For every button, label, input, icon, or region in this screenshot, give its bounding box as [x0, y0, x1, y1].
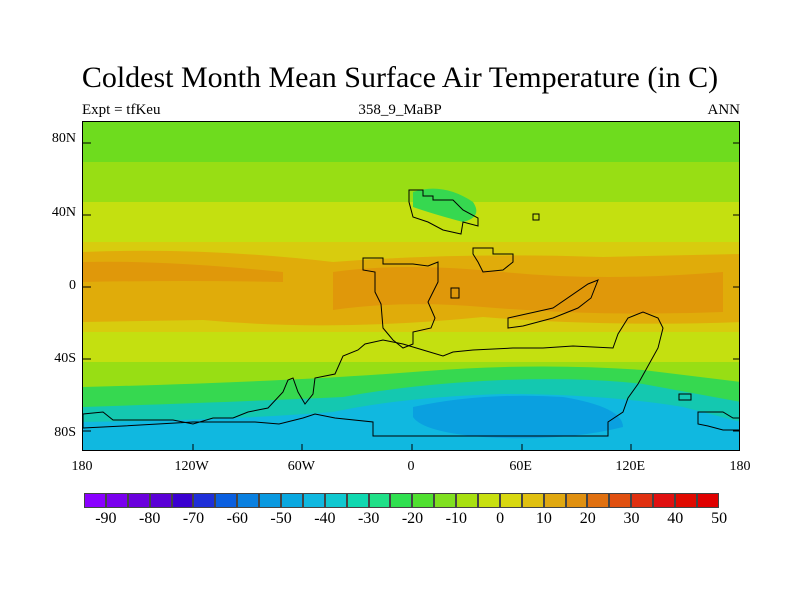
colorbar-label: -10 [445, 510, 467, 527]
latitude-label: 80S [54, 424, 76, 440]
season-label: ANN [707, 102, 741, 118]
colorbar-swatch [565, 493, 588, 508]
period-label: 358_9_MaBP [358, 102, 442, 118]
longitude-label: 0 [407, 459, 415, 474]
plot-title: Coldest Month Mean Surface Air Temperatu… [81, 61, 719, 94]
colorbar-swatch [127, 493, 150, 508]
band-hot-west [83, 261, 283, 282]
colorbar [84, 493, 719, 508]
colorbar-label: 50 [711, 510, 728, 527]
colorbar-swatch [653, 493, 676, 508]
colorbar-swatch [587, 493, 610, 508]
colorbar-swatch [521, 493, 544, 508]
colorbar-swatch [696, 493, 719, 508]
colorbar-swatch [390, 493, 413, 508]
colorbar-swatch [478, 493, 500, 508]
band-south-colder [413, 395, 623, 439]
colorbar-label: -20 [401, 510, 424, 527]
colorbar-swatch [259, 493, 282, 508]
colorbar-swatch [456, 493, 479, 508]
colorbar-label: -50 [270, 510, 292, 527]
colorbar-label: 10 [535, 510, 552, 527]
longitude-label: 120E [615, 459, 646, 474]
colorbar-swatch [171, 493, 194, 508]
latitude-label: 0 [69, 278, 76, 293]
colorbar-label: -40 [314, 510, 336, 527]
colorbar-label: 40 [667, 510, 684, 527]
colorbar-label: 30 [623, 510, 640, 527]
colorbar-swatch [675, 493, 697, 508]
colorbar-swatch [412, 493, 435, 508]
colorbar-label: -80 [139, 510, 161, 527]
colorbar-swatch [543, 493, 566, 508]
latitude-label: 80N [51, 131, 76, 147]
band-north-mid [83, 162, 739, 202]
eastern-arc-outline [507, 279, 599, 329]
tick-marks [83, 142, 739, 450]
colorbar-swatch [237, 493, 260, 508]
band-hot-east [333, 267, 723, 314]
colorbar-swatch [631, 493, 654, 508]
longitude-label: 60W [287, 459, 315, 474]
map-svg [83, 122, 739, 450]
longitude-label: 60E [509, 459, 532, 474]
latitude-label: 40S [54, 351, 76, 367]
colorbar-label: -60 [226, 510, 248, 527]
band-north-polar [83, 122, 739, 162]
north-cold-patch [413, 188, 477, 222]
colorbar-swatch [346, 493, 369, 508]
colorbar-swatch [499, 493, 522, 508]
colorbar-swatch [84, 493, 106, 508]
colorbar-swatch [215, 493, 238, 508]
longitude-label: 180 [71, 459, 93, 474]
north-peninsula-outline [472, 247, 514, 273]
coastlines [83, 189, 739, 437]
colorbar-swatch [324, 493, 347, 508]
colorbar-label: 20 [579, 510, 596, 527]
southern-island-outline [678, 393, 692, 401]
experiment-label: Expt = tfKeu [82, 102, 161, 118]
colorbar-label: 0 [496, 510, 505, 527]
longitude-label: 120W [174, 459, 209, 474]
equatorial-continent-outline [362, 257, 439, 349]
colorbar-swatch [193, 493, 216, 508]
southern-supercontinent-outline [83, 311, 664, 437]
southeast-landmass-outline [697, 411, 739, 431]
temperature-map [82, 121, 740, 451]
band-north-sub [83, 202, 739, 242]
colorbar-swatch [302, 493, 325, 508]
colorbar-swatch [368, 493, 391, 508]
colorbar-swatch [149, 493, 172, 508]
colorbar-swatch [609, 493, 632, 508]
colorbar-swatch [434, 493, 457, 508]
band-south-sub [83, 332, 739, 362]
colorbar-swatch [281, 493, 303, 508]
longitude-label: 180 [729, 459, 751, 474]
colorbar-swatch [105, 493, 128, 508]
north-continent-outline [408, 189, 479, 235]
colorbar-label: -70 [182, 510, 205, 527]
equatorial-island-outline [450, 287, 460, 299]
colorbar-label: -30 [358, 510, 380, 527]
north-island-outline [532, 213, 540, 221]
latitude-label: 40N [51, 204, 76, 220]
colorbar-label: -90 [95, 510, 117, 527]
